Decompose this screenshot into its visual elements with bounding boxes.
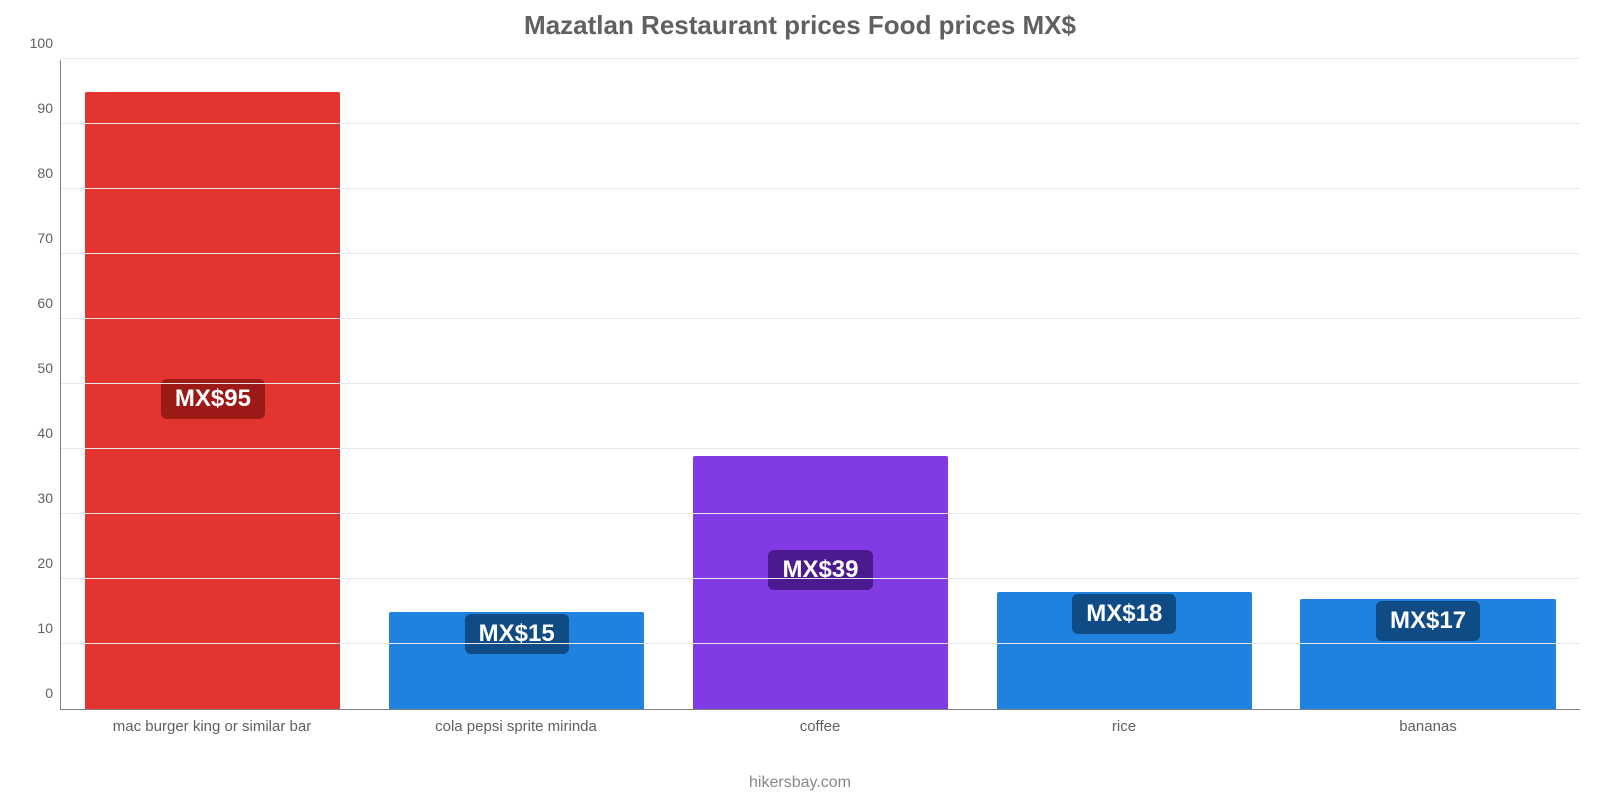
bar-slot: MX$18 [972, 60, 1276, 709]
y-tick-label: 30 [13, 490, 61, 506]
y-tick-label: 20 [13, 555, 61, 571]
x-tick-label: mac burger king or similar bar [60, 712, 364, 735]
chart-footer: hikersbay.com [0, 774, 1600, 792]
plot-area: MX$95MX$15MX$39MX$18MX$17 01020304050607… [60, 60, 1580, 710]
x-tick-label: bananas [1276, 712, 1580, 735]
y-tick-label: 50 [13, 360, 61, 376]
y-tick-label: 90 [13, 100, 61, 116]
grid-line [61, 448, 1580, 449]
grid-line [61, 383, 1580, 384]
bar-value-label: MX$39 [768, 550, 872, 590]
bar-value-label: MX$17 [1376, 601, 1480, 641]
y-tick-label: 70 [13, 230, 61, 246]
chart-title: Mazatlan Restaurant prices Food prices M… [0, 10, 1600, 41]
x-axis-labels: mac burger king or similar barcola pepsi… [60, 712, 1580, 735]
grid-line [61, 188, 1580, 189]
bar-value-label: MX$95 [161, 379, 265, 419]
y-tick-label: 0 [13, 685, 61, 701]
bar: MX$18 [997, 592, 1252, 709]
grid-line [61, 318, 1580, 319]
grid-line [61, 643, 1580, 644]
grid-line [61, 123, 1580, 124]
grid-line [61, 253, 1580, 254]
bar-value-label: MX$18 [1072, 594, 1176, 634]
y-tick-label: 10 [13, 620, 61, 636]
bar-slot: MX$15 [365, 60, 669, 709]
grid-line [61, 513, 1580, 514]
y-tick-label: 60 [13, 295, 61, 311]
bar: MX$39 [693, 456, 948, 710]
grid-line [61, 578, 1580, 579]
x-tick-label: rice [972, 712, 1276, 735]
y-tick-label: 100 [13, 35, 61, 51]
x-tick-label: coffee [668, 712, 972, 735]
bar-slot: MX$95 [61, 60, 365, 709]
bar-slot: MX$39 [669, 60, 973, 709]
x-tick-label: cola pepsi sprite mirinda [364, 712, 668, 735]
bar: MX$15 [389, 612, 644, 710]
price-chart: Mazatlan Restaurant prices Food prices M… [0, 0, 1600, 800]
bars-container: MX$95 MX$15 MX$39 MX$18 MX$17 [61, 60, 1580, 709]
grid-line [61, 58, 1580, 59]
bar: MX$17 [1300, 599, 1555, 710]
bar: MX$95 [85, 92, 340, 710]
bar-slot: MX$17 [1276, 60, 1580, 709]
bar-value-label: MX$15 [465, 614, 569, 654]
y-tick-label: 80 [13, 165, 61, 181]
y-tick-label: 40 [13, 425, 61, 441]
